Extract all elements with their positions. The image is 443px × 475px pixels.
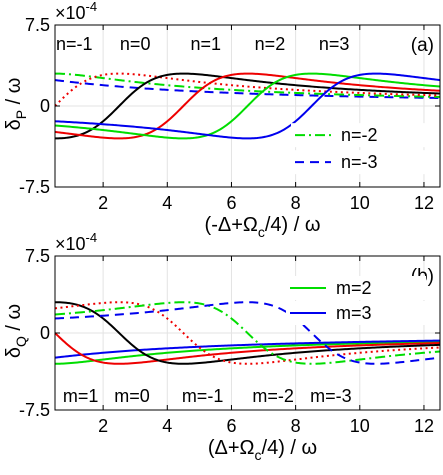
y-tick-label: 0 — [40, 96, 50, 116]
panel-label: (a) — [411, 35, 434, 56]
x-tick-label: 12 — [414, 193, 434, 213]
series-line-m=-2 — [55, 301, 440, 365]
series-label-n=3: n=3 — [319, 34, 350, 54]
x-tick-label: 6 — [226, 416, 236, 436]
x-axis-label: (-Δ+Ωc/4) / ω — [205, 214, 321, 240]
series-line-n=-3 — [55, 79, 440, 100]
x-tick-label: 8 — [291, 416, 301, 436]
x-tick-label: 10 — [350, 193, 370, 213]
series-line-m=0 — [55, 301, 440, 365]
series-label-n=1: n=1 — [191, 34, 222, 54]
series-line-n=-2 — [55, 72, 440, 98]
y-axis-label: δQ / ω — [3, 304, 29, 358]
x-tick-label: 2 — [98, 416, 108, 436]
x-tick-label: 2 — [98, 193, 108, 213]
series-label-n=0: n=0 — [120, 34, 151, 54]
series-label-m=1: m=1 — [63, 386, 99, 406]
y-tick-label: 0 — [40, 323, 50, 343]
panel-a: 2 4 6 8 10 12 7.5 0 -7.5 ×10-4 (a) δP / ω (-Δ+Ωc/4) … — [3, 0, 441, 240]
series-line-m=1 — [55, 332, 440, 365]
series-line-n=0 — [55, 72, 440, 140]
series-label-m=-1: m=-1 — [182, 386, 224, 406]
series-line-m=3 — [55, 339, 440, 359]
x-tick-label: 8 — [291, 193, 301, 213]
legend-label-m=2: m=2 — [336, 278, 372, 298]
x-tick-label: 4 — [162, 193, 172, 213]
legend: n=-2 n=-3 — [291, 123, 431, 175]
legend-label-n=-2: n=-2 — [341, 125, 378, 145]
y-tick-label: -7.5 — [19, 400, 50, 420]
y-scale-factor: ×10-4 — [55, 230, 97, 254]
x-tick-label: 4 — [162, 416, 172, 436]
x-tick-label: 12 — [414, 416, 434, 436]
legend: m=2m=3 — [286, 276, 426, 325]
legend-label-n=-3: n=-3 — [341, 152, 378, 172]
series-label-n=-1: n=-1 — [56, 34, 93, 54]
legend-label-m=3: m=3 — [336, 303, 372, 323]
series-line-m=2 — [55, 340, 440, 365]
y-scale-factor: ×10-4 — [55, 0, 97, 23]
series-line-m=-3 — [55, 301, 440, 365]
x-tick-label: 6 — [226, 193, 236, 213]
x-axis-label: (Δ+Ωc/4) / ω — [208, 437, 317, 463]
series-line-n=3 — [55, 72, 440, 140]
series-line-n=-1 — [55, 72, 440, 107]
series-label-m=-3: m=-3 — [310, 386, 352, 406]
y-tick-label: -7.5 — [19, 177, 50, 197]
y-tick-label: 7.5 — [25, 246, 50, 266]
y-axis-label: δP / ω — [3, 78, 29, 131]
series-label-m=0: m=0 — [114, 386, 150, 406]
series-label-m=-2: m=-2 — [252, 386, 294, 406]
series-label-n=2: n=2 — [255, 34, 286, 54]
x-tick-label: 10 — [350, 416, 370, 436]
y-tick-label: 7.5 — [25, 15, 50, 35]
series-line-n=1 — [55, 72, 440, 140]
series-line-n=2 — [55, 72, 440, 140]
